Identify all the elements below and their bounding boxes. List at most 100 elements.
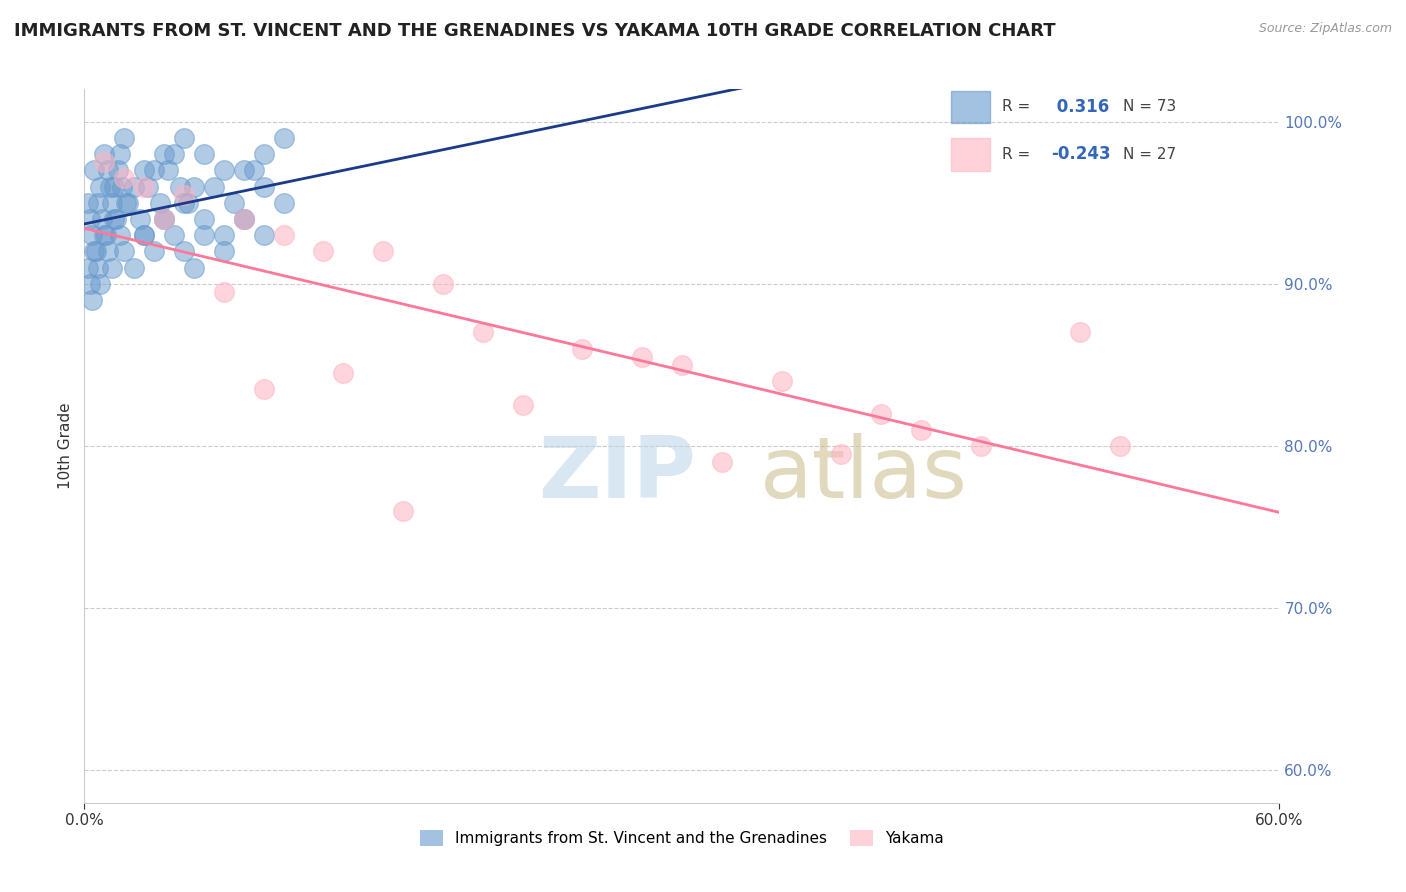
Point — [183, 260, 205, 275]
Point — [143, 244, 166, 259]
Text: atlas: atlas — [759, 433, 967, 516]
Point — [136, 179, 159, 194]
Point — [110, 228, 132, 243]
Point — [112, 131, 135, 145]
Point — [193, 228, 215, 243]
Legend: Immigrants from St. Vincent and the Grenadines, Yakama: Immigrants from St. Vincent and the Gren… — [413, 824, 950, 852]
Point — [122, 260, 145, 275]
Point — [232, 211, 254, 226]
Point — [82, 293, 104, 307]
Point — [107, 163, 129, 178]
Text: -0.243: -0.243 — [1050, 145, 1111, 163]
FancyBboxPatch shape — [950, 137, 990, 170]
Point — [163, 147, 186, 161]
Point — [770, 374, 793, 388]
Point — [93, 147, 115, 161]
Point — [193, 211, 215, 226]
Point — [710, 455, 733, 469]
Point — [86, 244, 108, 259]
Point — [77, 195, 100, 210]
Point — [202, 179, 225, 194]
Text: N = 73: N = 73 — [1123, 99, 1177, 114]
Point — [132, 179, 156, 194]
Point — [183, 179, 205, 194]
Point — [110, 147, 132, 161]
Point — [232, 211, 254, 226]
Point — [173, 187, 195, 202]
Point — [212, 163, 235, 178]
Text: Source: ZipAtlas.com: Source: ZipAtlas.com — [1258, 22, 1392, 36]
Point — [1069, 326, 1091, 340]
Point — [153, 211, 176, 226]
Point — [173, 195, 195, 210]
Point — [77, 260, 100, 275]
Point — [91, 211, 114, 226]
Point — [111, 179, 134, 194]
Point — [212, 228, 235, 243]
Point — [471, 326, 494, 340]
Point — [93, 228, 115, 243]
Point — [671, 358, 693, 372]
Point — [830, 447, 852, 461]
Point — [332, 366, 354, 380]
Point — [83, 163, 105, 178]
Point — [1109, 439, 1132, 453]
Point — [89, 179, 111, 194]
Point — [571, 342, 593, 356]
Text: N = 27: N = 27 — [1123, 146, 1177, 161]
Point — [122, 179, 145, 194]
FancyBboxPatch shape — [950, 91, 990, 123]
Point — [157, 163, 180, 178]
Point — [631, 350, 654, 364]
Point — [232, 211, 254, 226]
Point — [173, 131, 195, 145]
Point — [89, 277, 111, 291]
Point — [153, 211, 176, 226]
Point — [512, 399, 534, 413]
Point — [83, 244, 105, 259]
Point — [112, 171, 135, 186]
Point — [222, 195, 245, 210]
Point — [143, 163, 166, 178]
Point — [132, 163, 156, 178]
Point — [373, 244, 395, 259]
Point — [253, 179, 276, 194]
Point — [870, 407, 893, 421]
Point — [910, 423, 932, 437]
Point — [153, 211, 176, 226]
Point — [169, 179, 191, 194]
Point — [273, 228, 295, 243]
Point — [103, 211, 125, 226]
Point — [253, 228, 276, 243]
Point — [93, 155, 115, 169]
Point — [212, 244, 235, 259]
Point — [193, 147, 215, 161]
Point — [87, 195, 110, 210]
Point — [87, 260, 110, 275]
Point — [970, 439, 993, 453]
Point — [273, 131, 295, 145]
Point — [242, 163, 264, 178]
Point — [98, 179, 121, 194]
Point — [115, 195, 138, 210]
Point — [253, 147, 276, 161]
Point — [132, 228, 156, 243]
Point — [96, 228, 118, 243]
Point — [82, 228, 104, 243]
Point — [177, 195, 200, 210]
Point — [163, 228, 186, 243]
Point — [79, 277, 101, 291]
Point — [312, 244, 335, 259]
Point — [117, 195, 139, 210]
Point — [153, 147, 176, 161]
Point — [432, 277, 454, 291]
Point — [97, 163, 120, 178]
Point — [101, 260, 124, 275]
Point — [105, 211, 128, 226]
Text: R =: R = — [1002, 99, 1031, 114]
Point — [149, 195, 172, 210]
Text: IMMIGRANTS FROM ST. VINCENT AND THE GRENADINES VS YAKAMA 10TH GRADE CORRELATION : IMMIGRANTS FROM ST. VINCENT AND THE GREN… — [14, 22, 1056, 40]
Point — [97, 244, 120, 259]
Text: R =: R = — [1002, 146, 1031, 161]
Point — [173, 244, 195, 259]
